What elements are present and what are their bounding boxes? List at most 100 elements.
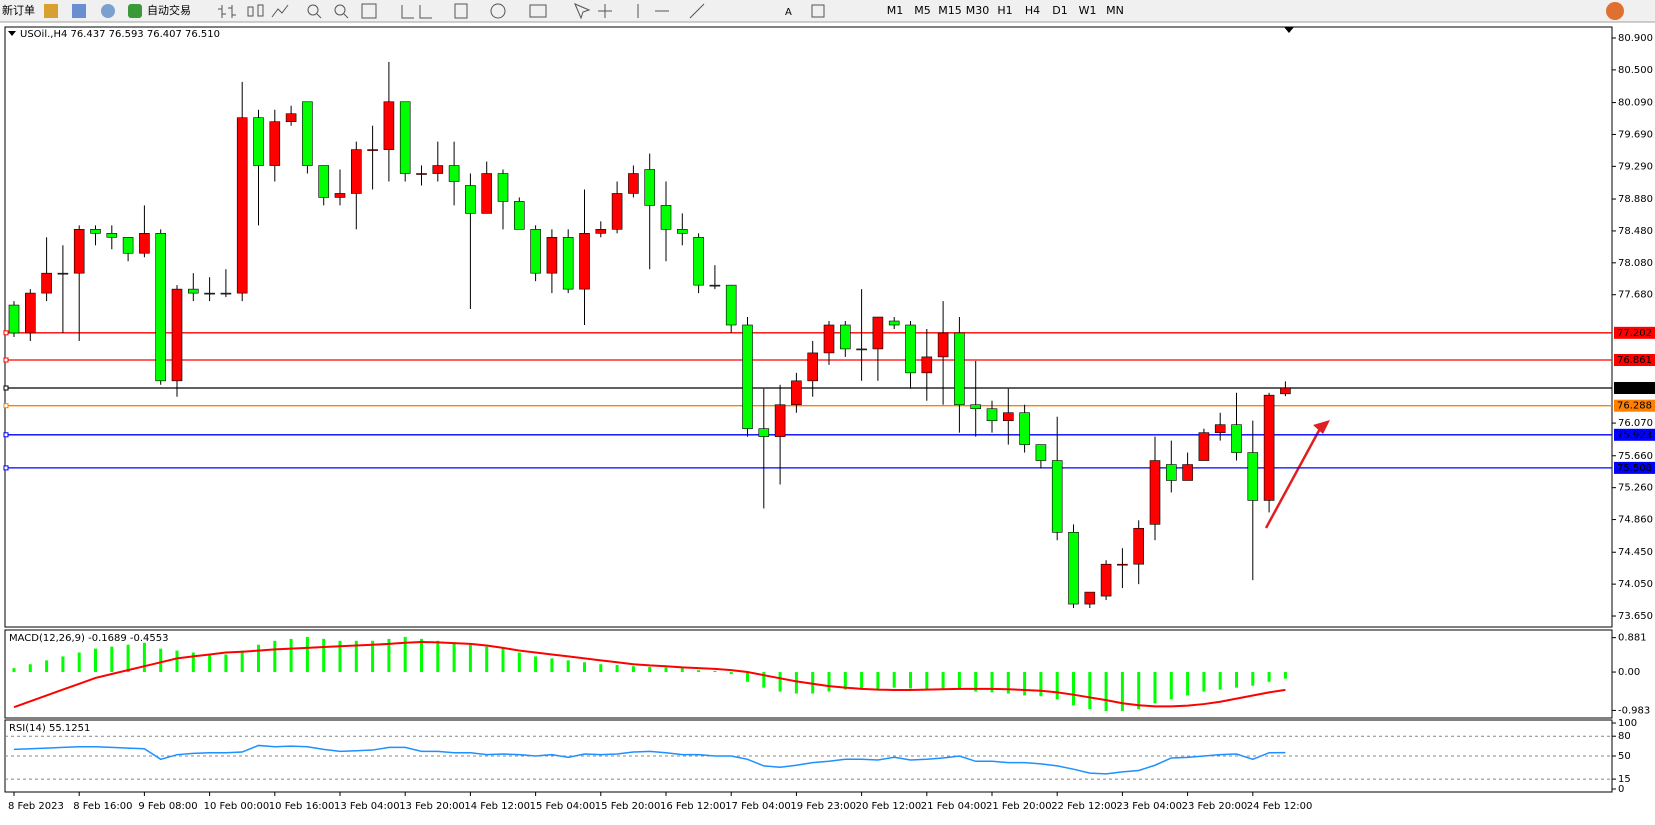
macd-bar [1088, 672, 1092, 710]
macd-bar [273, 640, 277, 673]
macd-bar [746, 672, 749, 682]
macd-bar [615, 665, 619, 673]
macd-bar [403, 636, 407, 673]
macd-bar [1169, 672, 1173, 700]
x-tick-label: 22 Feb 12:00 [1051, 801, 1117, 812]
macd-bar [990, 672, 994, 693]
period-button[interactable]: M15 [938, 4, 962, 17]
macd-bar [387, 638, 391, 673]
y-tick-label: 75.260 [1618, 483, 1653, 494]
candle-body [611, 193, 623, 230]
candle-body [888, 320, 900, 326]
x-tick-label: 9 Feb 08:00 [138, 801, 197, 812]
autotrade-button[interactable]: 自动交易 [147, 3, 191, 17]
period-button[interactable]: M5 [914, 4, 931, 17]
level-handle [3, 403, 9, 409]
candle-body [122, 237, 134, 254]
period-button[interactable]: H1 [997, 4, 1012, 17]
icon[interactable] [101, 4, 115, 18]
candle-body [481, 173, 493, 214]
candle-body [937, 332, 949, 358]
candle-body [302, 101, 313, 166]
alert-badge[interactable] [1606, 2, 1624, 20]
macd-bar [778, 672, 782, 692]
candle-body [269, 121, 281, 166]
candle-body [1166, 464, 1177, 481]
macd-bar [713, 670, 717, 673]
candle-body [236, 117, 248, 294]
candle-body [8, 304, 20, 334]
level-price-label: 76.861 [1617, 355, 1652, 366]
tool-icons[interactable]: A [218, 3, 825, 20]
level-price-box [1614, 326, 1655, 339]
macd-bar [1251, 672, 1255, 686]
macd-bar [843, 672, 847, 690]
x-tick-label: 24 Feb 12:00 [1247, 801, 1313, 812]
level-price-box [1614, 428, 1655, 441]
macd-bar [322, 638, 326, 673]
level-price-label: 75.923 [1617, 430, 1652, 441]
candle-body [1068, 532, 1079, 605]
y-tick-label: -0.983 [1618, 705, 1650, 716]
candle-body [986, 408, 998, 421]
period-button[interactable]: D1 [1052, 4, 1067, 17]
y-tick-label: 76.070 [1618, 418, 1653, 429]
candle-body [905, 324, 916, 374]
x-tick-label: 20 Feb 12:00 [856, 801, 922, 812]
macd-bar [974, 672, 978, 692]
y-tick-label: 100 [1618, 718, 1637, 729]
level-price-box [1614, 461, 1655, 474]
period-button[interactable]: H4 [1025, 4, 1040, 17]
x-tick-label: 8 Feb 16:00 [73, 801, 132, 812]
macd-bar [909, 672, 912, 689]
period-button[interactable]: M1 [887, 4, 904, 17]
y-tick-label: 77.680 [1618, 290, 1653, 301]
macd-bar [1267, 672, 1271, 682]
new-order-button[interactable]: 新订单 [2, 3, 35, 17]
candle-body [970, 404, 982, 410]
macd-bar [45, 660, 49, 673]
macd-bar [338, 640, 342, 673]
macd-bar [1006, 672, 1010, 694]
candle-body [188, 288, 199, 294]
candle-body [24, 292, 36, 334]
main-pane [4, 26, 1613, 628]
period-button[interactable]: W1 [1079, 4, 1097, 17]
x-tick-label: 10 Feb 16:00 [269, 801, 335, 812]
period-button[interactable]: MN [1106, 4, 1124, 17]
candle-body [856, 348, 867, 351]
candle-body [546, 237, 558, 274]
macd-bar [1218, 672, 1222, 690]
candle-body [350, 149, 362, 194]
candle-body [791, 380, 802, 406]
y-tick-label: 0.881 [1618, 633, 1647, 644]
icon[interactable] [44, 4, 58, 18]
y-tick-label: 79.290 [1618, 161, 1653, 172]
x-tick-label: 10 Feb 00:00 [204, 801, 270, 812]
autotrade-icon[interactable] [128, 4, 142, 18]
level-handle [3, 385, 9, 391]
macd-bar [1072, 672, 1075, 706]
macd-bar [159, 648, 163, 673]
x-tick-label: 21 Feb 04:00 [921, 801, 987, 812]
macd-bar [876, 672, 880, 690]
level-handle [3, 357, 9, 363]
x-tick-label: 13 Feb 20:00 [399, 801, 465, 812]
macd-bar [941, 672, 945, 690]
macd-bar [354, 640, 358, 673]
macd-bar [371, 640, 375, 673]
macd-bar [566, 660, 570, 673]
level-handle [3, 330, 9, 336]
macd-bar [1023, 672, 1027, 696]
icon[interactable] [72, 4, 86, 18]
macd-bar [28, 664, 32, 673]
x-tick-label: 16 Feb 12:00 [660, 801, 726, 812]
macd-bar [452, 642, 456, 673]
candle-body [367, 149, 378, 151]
period-button[interactable]: M30 [966, 4, 990, 17]
macd-bar [61, 656, 65, 673]
x-tick-label: 15 Feb 04:00 [530, 801, 596, 812]
menu-marker[interactable] [8, 31, 16, 36]
level-price-label: 76.288 [1617, 401, 1652, 412]
